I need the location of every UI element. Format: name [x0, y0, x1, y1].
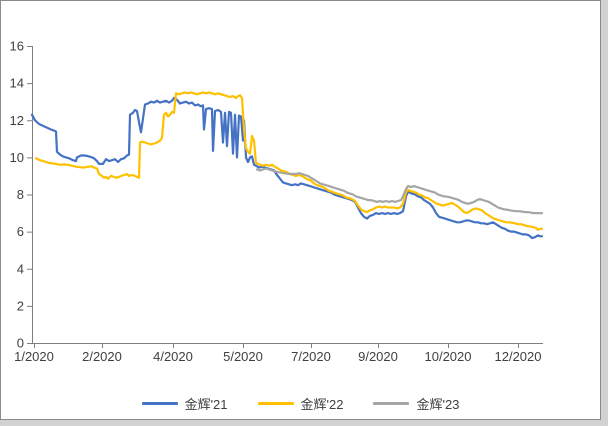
y-tick-label: 0 [17, 336, 24, 351]
legend-label: 金辉'22 [300, 397, 344, 412]
series-line-1 [34, 91, 544, 231]
y-tick-label: 6 [17, 224, 24, 239]
y-tick-label: 10 [10, 150, 24, 165]
x-tick-label: 7/2020 [291, 349, 331, 364]
y-tick-label: 2 [17, 298, 24, 313]
legend-item-jinhui-22: 金辉'22 [257, 394, 344, 413]
legend-item-jinhui-23: 金辉'23 [373, 394, 459, 413]
legend-line-swatch-blue [141, 402, 178, 405]
legend-line-swatch-gray [373, 402, 410, 405]
x-tick-label: 5/2020 [223, 349, 263, 364]
x-tick-label: 9/2020 [358, 349, 398, 364]
y-tick-label: 14 [10, 76, 24, 91]
x-tick-label: 12/2020 [495, 349, 542, 364]
chart-window: 0 2 4 6 8 10 12 14 16 1/2020 2/2020 4/2020 5/2020 7/2… [0, 0, 601, 420]
axes [27, 46, 543, 348]
axis-labels: 0 2 4 6 8 10 12 14 16 1/2020 2/2020 4/2020 5/2020 7/2… [10, 39, 542, 365]
legend-item-jinhui-21: 金辉'21 [141, 394, 228, 413]
y-tick-label: 12 [10, 113, 24, 128]
legend-label: 金辉'23 [416, 397, 460, 412]
legend-line-swatch-gold [257, 402, 294, 405]
legend-label: 金辉'21 [184, 397, 228, 412]
x-tick-label: 10/2020 [425, 349, 472, 364]
series-line-2 [255, 167, 544, 215]
line-chart: 0 2 4 6 8 10 12 14 16 1/2020 2/2020 4/2020 5/2020 7/2… [1, 1, 600, 419]
chart-canvas: 0 2 4 6 8 10 12 14 16 1/2020 2/2020 4/2020 5/2020 7/2… [10, 39, 544, 365]
chart-legend: 金辉'21 金辉'22 金辉'23 [1, 394, 600, 413]
y-tick-label: 8 [17, 187, 24, 202]
x-tick-label: 2/2020 [82, 349, 122, 364]
y-tick-label: 16 [10, 39, 24, 54]
x-tick-label: 4/2020 [153, 349, 193, 364]
y-tick-label: 4 [17, 261, 24, 276]
x-tick-label: 1/2020 [14, 349, 54, 364]
series-line-0 [30, 96, 544, 240]
